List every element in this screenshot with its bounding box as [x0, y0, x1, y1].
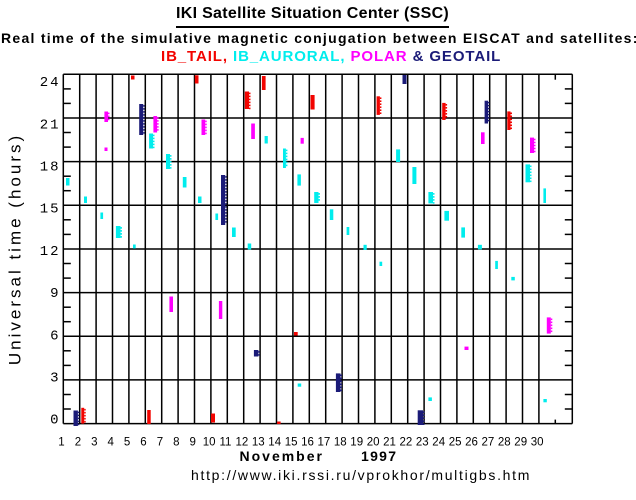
svg-text:24: 24	[40, 75, 61, 91]
svg-text:21: 21	[383, 437, 396, 449]
svg-text:9: 9	[189, 437, 195, 449]
svg-text:14: 14	[268, 437, 281, 449]
svg-text:12: 12	[236, 437, 249, 449]
svg-text:0: 0	[50, 413, 60, 429]
svg-text:23: 23	[416, 437, 429, 449]
svg-text:4: 4	[107, 437, 114, 449]
svg-text:Universal time (hours): Universal time (hours)	[6, 133, 25, 365]
svg-text:19: 19	[350, 437, 363, 449]
svg-text:6: 6	[140, 437, 146, 449]
svg-text:15: 15	[285, 437, 298, 449]
svg-text:15: 15	[40, 202, 61, 218]
svg-text:18: 18	[334, 437, 347, 449]
svg-text:29: 29	[514, 437, 527, 449]
svg-text:13: 13	[252, 437, 265, 449]
svg-text:22: 22	[400, 437, 413, 449]
svg-text:9: 9	[50, 286, 60, 302]
svg-text:24: 24	[432, 437, 445, 449]
svg-text:2: 2	[75, 437, 81, 449]
svg-text:20: 20	[367, 437, 380, 449]
svg-text:3: 3	[50, 371, 60, 387]
svg-text:5: 5	[124, 437, 130, 449]
svg-text:18: 18	[40, 160, 61, 176]
svg-text:16: 16	[301, 437, 314, 449]
svg-text:1: 1	[58, 437, 64, 449]
svg-text:3: 3	[91, 437, 97, 449]
svg-text:8: 8	[173, 437, 179, 449]
svg-text:7: 7	[157, 437, 163, 449]
svg-text:12: 12	[40, 244, 61, 260]
svg-text:30: 30	[531, 437, 544, 449]
svg-text:25: 25	[449, 437, 462, 449]
svg-text:17: 17	[318, 437, 331, 449]
svg-text:21: 21	[40, 117, 61, 133]
svg-text:11: 11	[220, 437, 232, 449]
svg-text:10: 10	[203, 437, 216, 449]
svg-text:27: 27	[482, 437, 495, 449]
svg-text:6: 6	[50, 328, 60, 344]
svg-text:26: 26	[465, 437, 478, 449]
svg-text:28: 28	[498, 437, 511, 449]
